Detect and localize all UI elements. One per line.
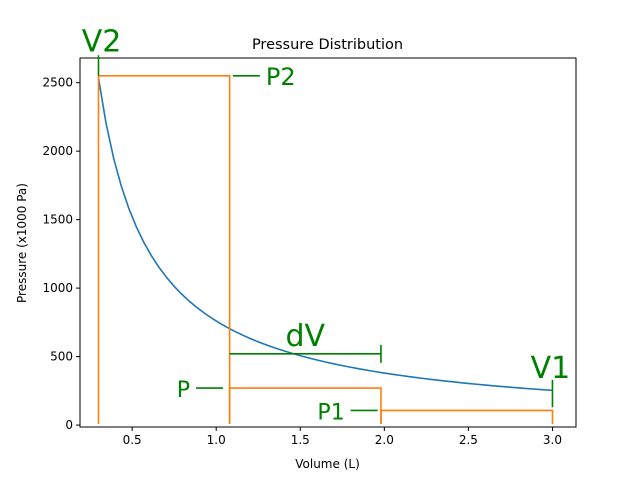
y-tick-label: 2500 [42, 76, 73, 90]
annotation-p-label: P [177, 378, 190, 403]
y-tick-label: 2000 [42, 144, 73, 158]
x-tick-label: 2.0 [375, 433, 394, 447]
annotation-p1-label: P1 [317, 400, 344, 425]
y-tick-label: 1500 [42, 213, 73, 227]
x-axis-label: Volume (L) [295, 457, 360, 471]
plot-frame [79, 57, 577, 428]
y-tick-label: 500 [50, 350, 73, 364]
annotation-dv-label: dV [286, 319, 326, 354]
y-tick-label: 1000 [42, 281, 73, 295]
annotation-v1-label: V1 [531, 351, 571, 386]
x-tick-label: 3.0 [543, 433, 562, 447]
series-line [97, 77, 553, 392]
rectangle-2 [228, 387, 382, 424]
x-tick-label: 2.5 [459, 433, 478, 447]
x-tick-label: 1.0 [207, 433, 226, 447]
annotation-v2-label: V2 [82, 24, 122, 59]
rectangle-1 [97, 75, 231, 424]
chart-title: Pressure Distribution [252, 37, 403, 53]
plot-area: 0.5 1.0 1.5 2.0 2.5 3.0 0 500 1000 1500 2000 2500 V2… [42, 24, 577, 447]
rectangle-3 [380, 409, 554, 424]
y-axis-label: Pressure (x1000 Pa) [15, 183, 29, 303]
annotation-p2-label: P2 [266, 63, 296, 91]
y-tick-label: 0 [65, 418, 73, 432]
x-tick-label: 1.5 [291, 433, 310, 447]
x-tick-label: 0.5 [123, 433, 142, 447]
